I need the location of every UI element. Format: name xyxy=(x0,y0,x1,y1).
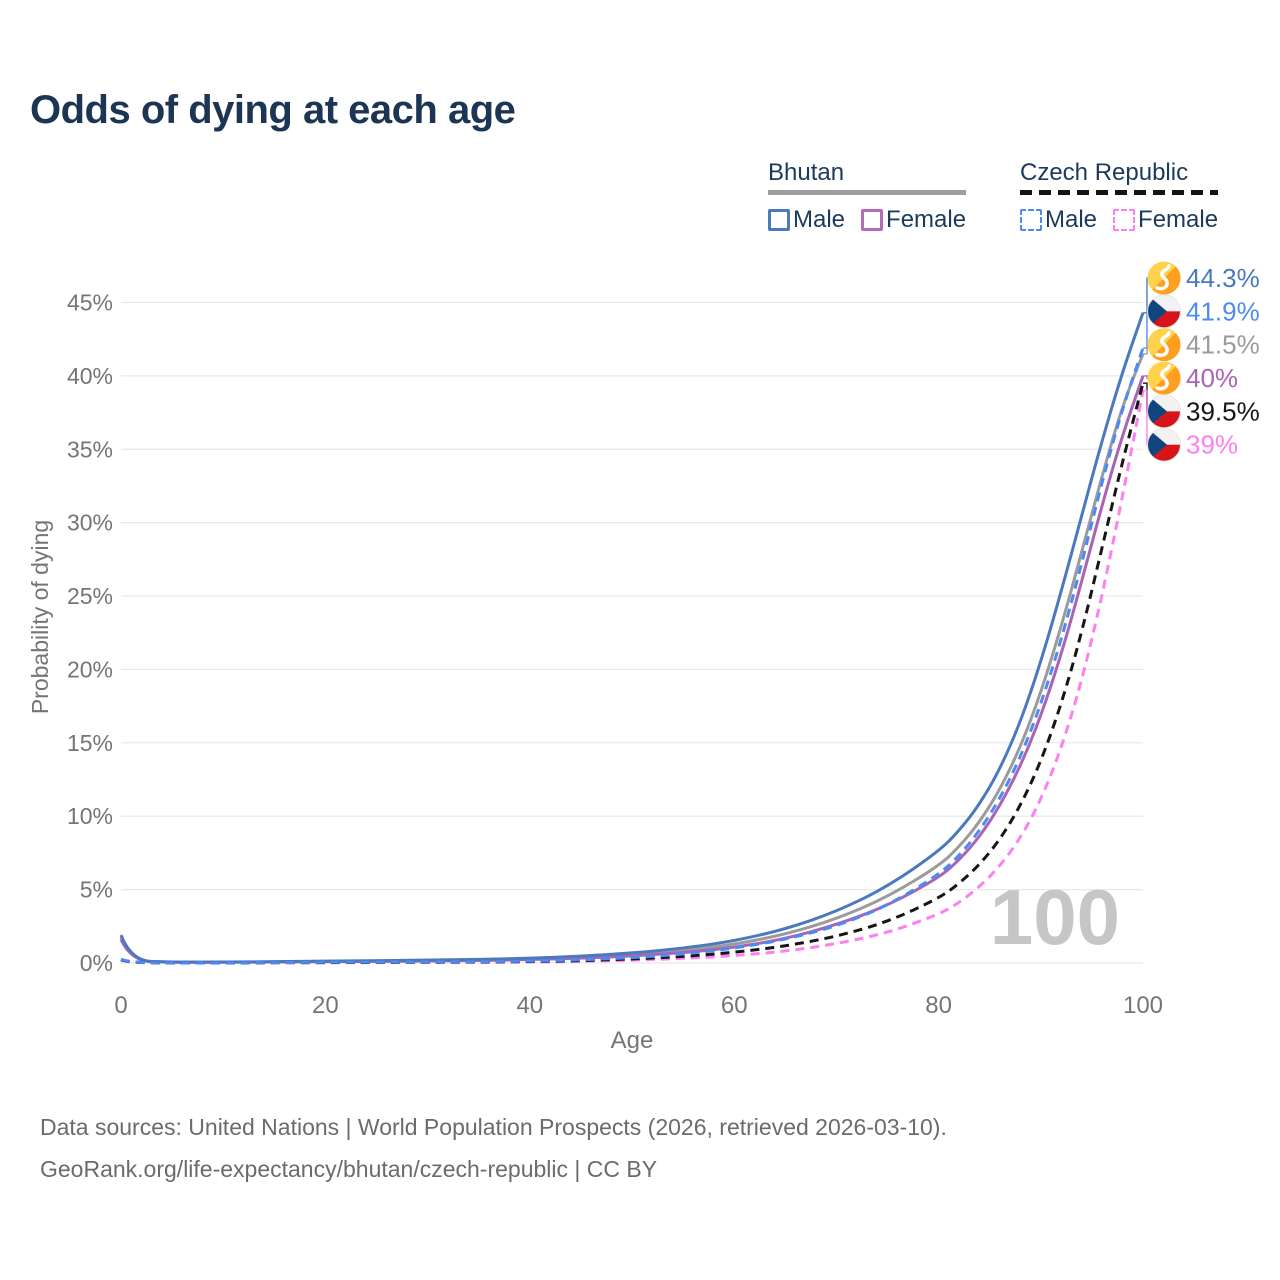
x-axis-tick-labels: 0 20 40 60 80 100 xyxy=(114,992,1163,1019)
legend-item-label: Male xyxy=(1045,206,1098,234)
czech-flag-icon xyxy=(1147,294,1181,328)
y-tick-label: 0% xyxy=(80,950,113,976)
y-tick-label: 40% xyxy=(67,363,113,389)
end-label-connector xyxy=(1143,389,1148,446)
y-tick-label: 25% xyxy=(67,583,113,609)
end-label-value: 44.3% xyxy=(1186,263,1260,293)
legend-item-bhutan-male[interactable]: Male xyxy=(768,206,845,234)
czech-male-swatch-icon xyxy=(1020,209,1042,232)
series-line-bhutan-both-sexes[interactable] xyxy=(119,353,1145,964)
age-watermark: 100 xyxy=(990,873,1120,961)
y-axis-title: Probability of dying xyxy=(27,520,53,714)
footer: Data sources: United Nations | World Pop… xyxy=(40,1106,947,1190)
legend-item-bhutan-female[interactable]: Female xyxy=(861,206,966,234)
x-tick-label: 100 xyxy=(1123,992,1163,1019)
x-tick-label: 40 xyxy=(516,992,543,1019)
legend-item-czech-female[interactable]: Female xyxy=(1113,206,1218,234)
legend-group-czech-republic: Czech Republic Male Female xyxy=(1020,159,1219,234)
legend-group-bhutan: Bhutan Male Female xyxy=(768,159,967,234)
czech-flag-icon xyxy=(1147,394,1181,428)
legend-item-label: Female xyxy=(886,206,967,234)
series-line-czech-republic-male[interactable] xyxy=(120,347,1145,965)
end-label-value: 41.9% xyxy=(1186,296,1260,326)
y-axis-tick-labels: 0% 5% 10% 15% 20% 25% 30% 35% 40% 45% xyxy=(67,289,113,976)
bhutan-female-swatch-icon xyxy=(861,209,884,232)
x-tick-label: 80 xyxy=(925,992,952,1019)
y-tick-label: 30% xyxy=(67,510,113,536)
legend-item-czech-male[interactable]: Male xyxy=(1020,206,1097,234)
legend-item-label: Male xyxy=(793,206,846,234)
legend-item-label: Female xyxy=(1138,206,1219,234)
x-tick-label: 20 xyxy=(312,992,339,1019)
czech-female-swatch-icon xyxy=(1113,209,1136,232)
end-label-value: 39.5% xyxy=(1186,396,1260,426)
y-tick-label: 15% xyxy=(67,730,113,756)
bhutan-flag-icon xyxy=(1147,261,1181,295)
bhutan-flag-icon xyxy=(1147,361,1181,395)
page-title: Odds of dying at each age xyxy=(30,88,516,132)
series-line-bhutan-male[interactable] xyxy=(119,312,1145,964)
czech-flag-icon xyxy=(1147,428,1181,462)
y-tick-label: 5% xyxy=(80,877,113,903)
y-tick-label: 35% xyxy=(67,436,113,462)
end-label-value: 40% xyxy=(1186,363,1238,393)
y-tick-label: 10% xyxy=(67,803,113,829)
end-label-value: 41.5% xyxy=(1186,330,1260,360)
x-tick-label: 60 xyxy=(721,992,748,1019)
end-label-value: 39% xyxy=(1186,430,1238,460)
series-line-czech-republic-female[interactable] xyxy=(120,390,1145,965)
x-axis-title: Age xyxy=(611,1027,654,1054)
footer-attribution-line: GeoRank.org/life-expectancy/bhutan/czech… xyxy=(40,1156,658,1182)
bhutan-flag-icon xyxy=(1147,328,1181,362)
bhutan-male-swatch-icon xyxy=(768,209,790,232)
legend-group-bhutan-name: Bhutan xyxy=(768,159,845,186)
footer-source-line: Data sources: United Nations | World Pop… xyxy=(40,1114,947,1140)
chart-area: 0% 5% 10% 15% 20% 25% 30% 35% 40% 45% 0 20 40 60 80 100… xyxy=(0,240,1280,1080)
y-tick-label: 20% xyxy=(67,656,113,682)
legend-bhutan-linestyle-sample xyxy=(768,190,967,196)
gridlines xyxy=(121,301,1143,964)
legend-czech-linestyle-sample xyxy=(1020,190,1219,196)
end-label-connector xyxy=(1143,343,1148,355)
end-label-connector xyxy=(1143,375,1148,379)
end-label-connector xyxy=(1143,277,1148,314)
y-tick-label: 45% xyxy=(67,289,113,315)
end-label-connector xyxy=(1143,310,1148,349)
legend-group-czech-name: Czech Republic xyxy=(1020,159,1189,186)
x-tick-label: 0 xyxy=(114,992,127,1019)
